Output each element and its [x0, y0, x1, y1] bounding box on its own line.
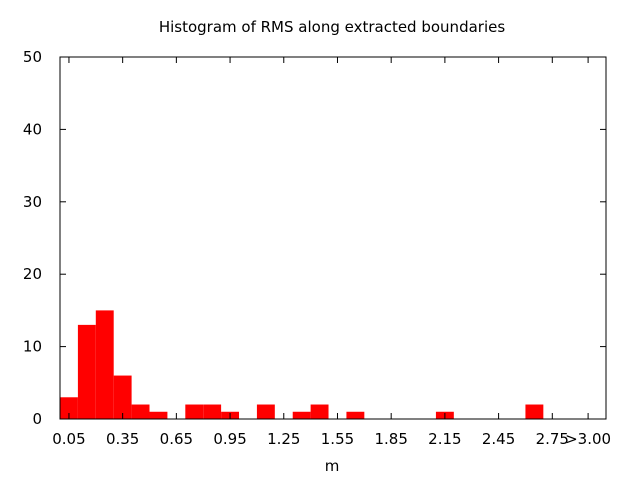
x-tick-label: 2.75 [536, 430, 569, 448]
y-tick-label: 20 [23, 265, 42, 283]
x-tick-label: 0.65 [160, 430, 193, 448]
y-tick-label: 0 [32, 410, 42, 428]
x-tick-label: 2.45 [482, 430, 515, 448]
y-axis-ticks: 0 10 20 30 40 50 [23, 48, 606, 428]
x-tick-label: 1.85 [374, 430, 407, 448]
y-tick-label: 50 [23, 48, 42, 66]
y-tick-label: 30 [23, 193, 42, 211]
histogram-bar [525, 404, 544, 419]
histogram-bar [95, 310, 114, 419]
x-tick-label: 1.55 [321, 430, 354, 448]
x-axis-ticks: 0.05 0.35 0.65 0.95 1.25 1.55 1.85 2.15 2.45 2.75… [52, 57, 611, 448]
x-axis-label: m [325, 457, 340, 475]
histogram-bar [292, 411, 311, 419]
bars-group [60, 310, 544, 419]
x-tick-label: 1.25 [267, 430, 300, 448]
x-tick-label: >3.00 [565, 430, 611, 448]
x-tick-label: 2.15 [428, 430, 461, 448]
x-tick-label: 0.35 [106, 430, 139, 448]
x-tick-label: 0.05 [52, 430, 85, 448]
histogram-bar [149, 411, 168, 419]
histogram-bar [310, 404, 329, 419]
y-tick-label: 10 [23, 338, 42, 356]
histogram-bar [77, 324, 96, 419]
histogram-bar [185, 404, 204, 419]
histogram-bar [131, 404, 150, 419]
chart-title: Histogram of RMS along extracted boundar… [159, 18, 506, 36]
histogram-bar [60, 397, 78, 419]
histogram-bar [203, 404, 222, 419]
histogram-bar [256, 404, 275, 419]
y-tick-label: 40 [23, 120, 42, 138]
x-tick-label: 0.95 [213, 430, 246, 448]
histogram-bar [346, 411, 365, 419]
plot-frame [59, 56, 607, 420]
histogram-bar [113, 375, 132, 419]
